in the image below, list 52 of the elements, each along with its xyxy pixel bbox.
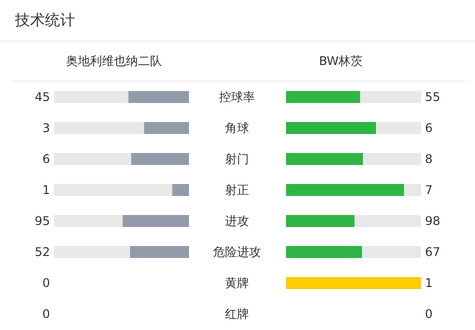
text: 6 xyxy=(42,152,50,166)
y-tick-label: 黄牌 xyxy=(225,276,249,290)
bar xyxy=(362,246,421,258)
bar xyxy=(363,153,421,165)
y-tick-label: 危险进攻 xyxy=(213,245,261,259)
bar xyxy=(360,91,421,103)
bar xyxy=(144,122,189,134)
text: 95 xyxy=(34,214,50,228)
bar xyxy=(286,277,421,289)
text: 0 xyxy=(42,276,50,290)
y-tick-label: 红牌 xyxy=(225,307,249,321)
text: 7 xyxy=(425,183,433,197)
bar xyxy=(54,184,172,196)
text: 52 xyxy=(34,245,50,259)
series-label: 奥地利维也纳二队 xyxy=(66,54,162,68)
text: 0 xyxy=(425,307,433,321)
bar xyxy=(131,153,189,165)
bar xyxy=(54,122,144,134)
bar xyxy=(130,246,189,258)
y-tick-label: 射正 xyxy=(225,183,249,197)
text: 3 xyxy=(42,121,50,135)
text: 67 xyxy=(425,245,440,259)
y-tick-label: 角球 xyxy=(225,121,249,135)
bar xyxy=(286,91,360,103)
bar xyxy=(54,153,132,165)
text: 98 xyxy=(425,214,440,228)
chart-title: 技术统计 xyxy=(14,11,75,29)
text: 8 xyxy=(425,152,433,166)
bar xyxy=(404,184,421,196)
text: 1 xyxy=(425,276,433,290)
bar xyxy=(286,184,404,196)
bar xyxy=(54,215,123,227)
y-tick-label: 控球率 xyxy=(219,90,255,104)
bar xyxy=(286,122,376,134)
text: 45 xyxy=(34,90,50,104)
bar xyxy=(376,122,421,134)
bar xyxy=(286,246,362,258)
series-label: BW林茨 xyxy=(319,54,363,68)
bar xyxy=(286,215,355,227)
bar xyxy=(128,91,189,103)
bar xyxy=(286,153,364,165)
y-tick-label: 进攻 xyxy=(225,214,249,228)
text: 55 xyxy=(425,90,440,104)
bar xyxy=(54,246,130,258)
bar xyxy=(122,215,189,227)
text: 1 xyxy=(42,183,50,197)
bar xyxy=(54,91,128,103)
bar xyxy=(172,184,189,196)
text: 0 xyxy=(42,307,50,321)
y-tick-label: 射门 xyxy=(225,152,249,166)
bar xyxy=(354,215,421,227)
text: 6 xyxy=(425,121,433,135)
